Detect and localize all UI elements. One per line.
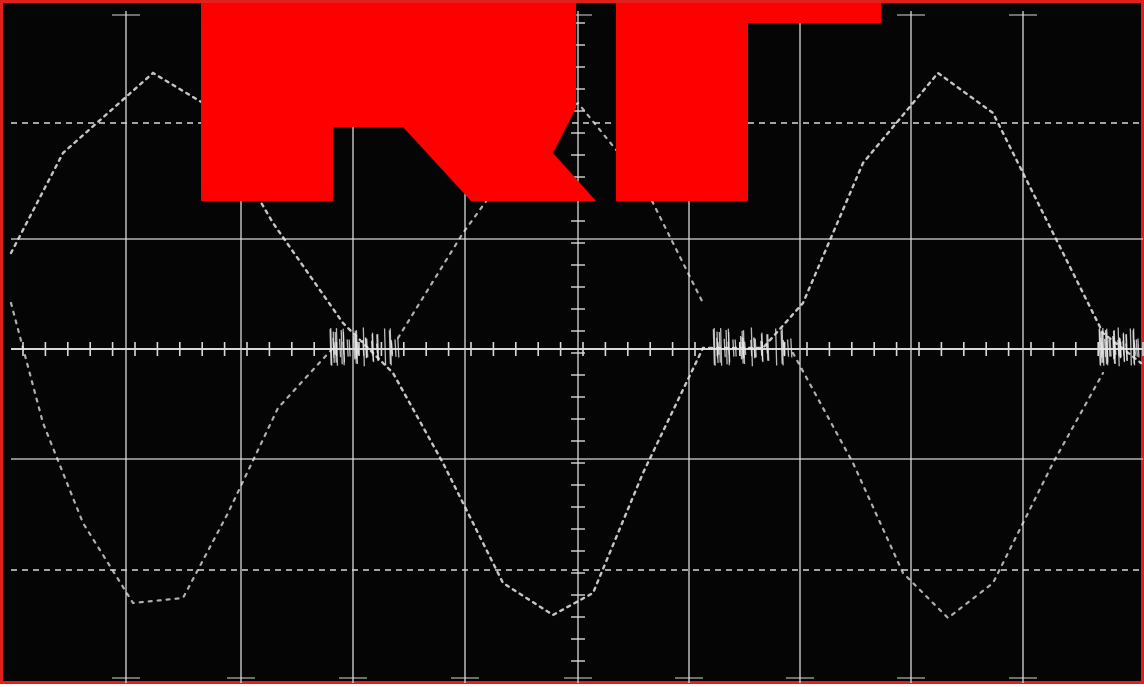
noise-mark (349, 340, 350, 357)
noise-mark (719, 332, 720, 363)
rf-logo (201, 3, 881, 201)
noise-mark (1136, 339, 1137, 356)
noise-mark (726, 330, 727, 364)
noise-mark (363, 327, 364, 366)
oscilloscope-screen (3, 3, 1144, 687)
center-axis-ticks (23, 23, 1143, 661)
noise-mark (385, 328, 386, 365)
graticule-grid (11, 11, 1143, 683)
noise-mark (333, 332, 334, 363)
noise-mark (340, 339, 341, 357)
noise-mark (1130, 328, 1131, 365)
rf-logo-r-shape (201, 3, 596, 201)
noise-mark (395, 339, 396, 356)
noise-mark (398, 338, 399, 357)
noise-mark (741, 336, 742, 359)
noise-mark (791, 338, 792, 357)
noise-mark (1138, 338, 1139, 357)
noise-mark (733, 339, 734, 356)
trace-segment (793, 353, 1103, 618)
noise-mark (724, 339, 725, 357)
noise-mark (341, 330, 342, 364)
noise-mark (717, 332, 718, 363)
noise-mark (735, 340, 736, 357)
noise-mark (751, 327, 752, 366)
rf-logo-f-shape (616, 3, 881, 201)
noise-mark (1118, 327, 1119, 366)
noise-mark (347, 339, 348, 356)
noise-mark (788, 339, 789, 356)
noise-mark (744, 330, 745, 364)
